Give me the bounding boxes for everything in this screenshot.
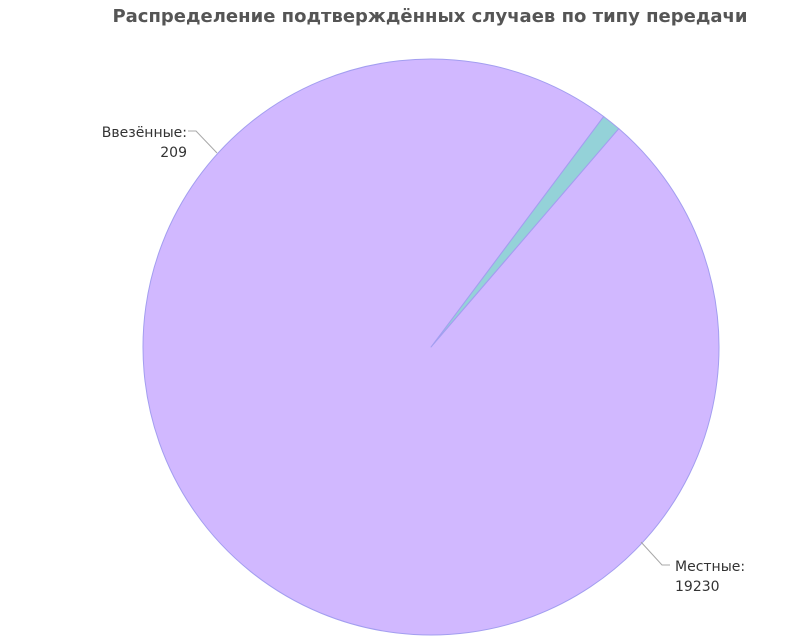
pie-slices [142,58,720,636]
slice-value-local: 19230 [675,579,720,595]
chart-title: Распределение подтверждённых случаев по … [112,6,748,27]
slice-labels: Ввезённые: 209 Местные: 19230 [102,125,745,595]
leader-lines [188,130,670,566]
slice-label-imported: Ввезённые: [102,125,187,141]
leader-line-local [640,541,670,566]
leader-line-imported [188,130,218,154]
slice-value-imported: 209 [160,145,187,161]
slice-label-local: Местные: [675,559,745,575]
pie-slice-local [142,58,720,636]
